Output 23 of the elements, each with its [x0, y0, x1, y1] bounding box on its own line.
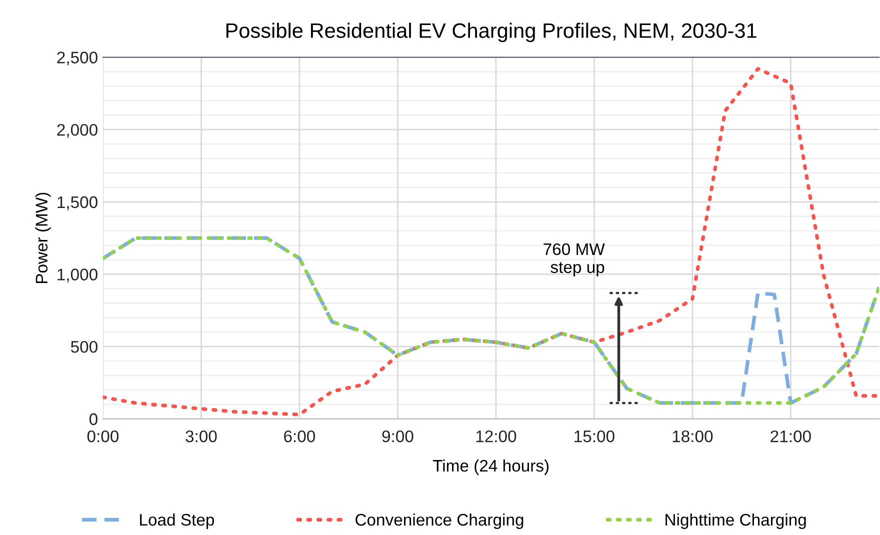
x-tick-label: 21:00: [770, 430, 811, 442]
line-series: [102, 236, 880, 405]
y-tick-label: 2,000: [57, 124, 98, 138]
y-tick-label: 1,500: [58, 196, 98, 210]
y-axis-title: Power (MW): [35, 192, 51, 283]
legend-label: Convenience Charging: [356, 513, 524, 530]
x-axis-title: Time (24 hours): [432, 459, 549, 475]
y-tick-label: 1,000: [58, 268, 98, 282]
y-tick-label: 500: [70, 340, 98, 353]
x-tick-label: 12:00: [476, 430, 516, 442]
legend-label: Load Step: [140, 513, 214, 530]
x-tick-label: 15:00: [574, 430, 614, 442]
legend-label: Nighttime Charging: [666, 513, 806, 530]
x-tick-label: 18:00: [672, 430, 713, 442]
annotation: 760 MW step up: [544, 243, 605, 276]
x-tick-label: 0:00: [87, 430, 119, 442]
x-tick-label: 3:00: [186, 430, 217, 442]
y-tick-label: 2,500: [57, 52, 98, 66]
x-tick-label: 9:00: [382, 430, 414, 442]
x-tick-label: 6:00: [284, 430, 316, 442]
chart-title: Possible Residential EV Charging Profiles, NEM, 2030-31: [226, 22, 756, 42]
line-series: [102, 67, 880, 416]
y-tick-label: 0: [89, 413, 98, 426]
